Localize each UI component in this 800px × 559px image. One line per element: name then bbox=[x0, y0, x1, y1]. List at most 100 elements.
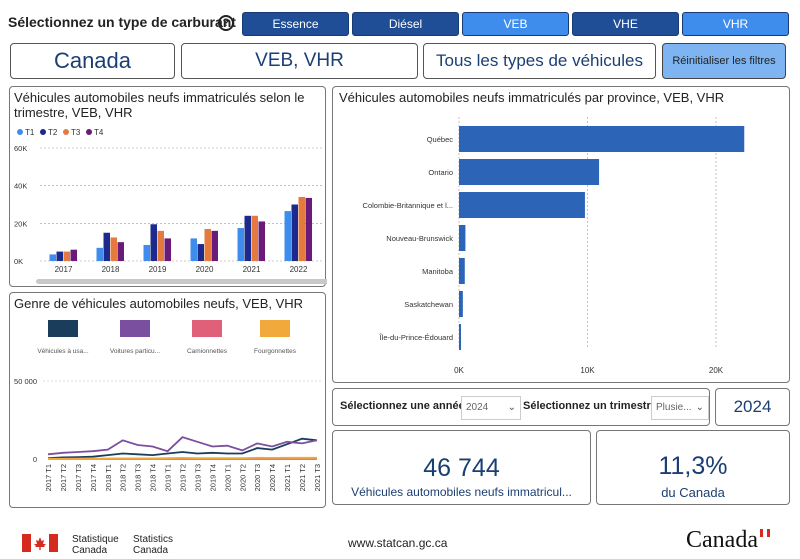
bar-t3-2021 bbox=[251, 215, 258, 261]
x-tick-label: 2017 T2 bbox=[59, 464, 68, 491]
reset-filters-button[interactable]: Réinitialiser les filtres bbox=[662, 43, 786, 79]
province-label: Québec bbox=[427, 135, 454, 144]
bar-t4-2017 bbox=[70, 249, 77, 261]
legend-marker-t1 bbox=[17, 129, 23, 135]
x-tick-label: 2017 T3 bbox=[74, 464, 83, 491]
legend-marker-t2 bbox=[40, 129, 46, 135]
bar-t1-2021 bbox=[237, 228, 244, 261]
x-tick-label: 2019 bbox=[149, 265, 167, 274]
quarter-chart-title-line1: Véhicules automobiles neufs immatriculés… bbox=[14, 90, 305, 105]
statcan-en-name: Statistics Canada bbox=[133, 534, 173, 556]
province-bar-5 bbox=[459, 291, 463, 317]
kpi-share-value: 11,3% bbox=[658, 452, 728, 480]
fuel-button-vhr[interactable]: VHR bbox=[682, 12, 789, 36]
x-tick-label: 2017 T1 bbox=[44, 464, 53, 491]
fuel-button-vhe[interactable]: VHE bbox=[572, 12, 679, 36]
statcan-en-line1: Statistics bbox=[133, 534, 174, 545]
series-line-3 bbox=[48, 456, 317, 460]
year-dropdown[interactable]: 2024 ⌄ bbox=[461, 396, 521, 420]
series-line-1 bbox=[47, 436, 318, 456]
bar-t4-2021 bbox=[258, 221, 265, 261]
province-bar-1 bbox=[459, 159, 600, 185]
genre-chart-title: Genre de véhicules automobiles neufs, VE… bbox=[14, 296, 304, 311]
province-chart-panel: Véhicules automobiles neufs immatriculés… bbox=[332, 86, 790, 383]
legend-swatch-2 bbox=[192, 320, 222, 337]
series-line-0 bbox=[47, 437, 318, 460]
bar-t2-2019 bbox=[150, 224, 157, 261]
year-dropdown-value: 2024 bbox=[466, 402, 489, 413]
x-tick-label: 2018 T4 bbox=[149, 464, 158, 491]
bar-t3-2019 bbox=[157, 230, 164, 261]
province-label: Colombie-Britannique et l... bbox=[363, 201, 453, 210]
period-selector-panel: Sélectionnez une année 2024 ⌄ Sélectionn… bbox=[332, 388, 710, 426]
x-tick-label: 10K bbox=[580, 366, 595, 375]
y-tick-label: 50 000 bbox=[14, 377, 37, 386]
statcan-fr-name: Statistique Canada bbox=[72, 534, 119, 556]
x-tick-label: 2019 T3 bbox=[193, 464, 202, 491]
vehicle-type-filter[interactable]: Tous les types de véhicules bbox=[423, 43, 656, 79]
bar-t3-2017 bbox=[63, 251, 70, 261]
x-tick-label: 2021 T3 bbox=[313, 464, 322, 491]
quarter-selector-label: Sélectionnez un trimestre bbox=[523, 400, 657, 412]
statcan-fr-line2: Canada bbox=[72, 545, 108, 556]
x-tick-label: 2018 T3 bbox=[134, 464, 143, 491]
bar-t4-2020 bbox=[211, 230, 218, 261]
kpi-share-card: 11,3% du Canada bbox=[596, 430, 790, 505]
bar-t1-2018 bbox=[96, 247, 103, 261]
province-bar-chart: 0K 10K 20K Québec Ontario Colombie-Britanniqu… bbox=[363, 117, 745, 375]
statcan-fr-line1: Statistique bbox=[72, 534, 119, 545]
bar-t1-2022 bbox=[284, 211, 291, 261]
legend-label: Véhicules à usa... bbox=[37, 348, 89, 355]
canada-wordmark-text: Canada bbox=[686, 527, 758, 553]
province-bar-3 bbox=[459, 225, 466, 251]
province-label: Ontario bbox=[428, 168, 453, 177]
province-bar-6 bbox=[459, 324, 461, 350]
bar-t2-2017 bbox=[56, 251, 63, 261]
legend-label-t4: T4 bbox=[94, 128, 104, 137]
quarter-dropdown[interactable]: Plusie... ⌄ bbox=[651, 396, 709, 420]
wordmark-flag-icon bbox=[760, 529, 770, 537]
year-display: 2024 bbox=[715, 388, 790, 426]
bar-t2-2022 bbox=[291, 204, 298, 261]
legend-label: Camionnettes bbox=[187, 348, 228, 355]
bar-t3-2020 bbox=[204, 228, 211, 261]
chevron-down-icon: ⌄ bbox=[507, 402, 516, 413]
kpi-share-label: du Canada bbox=[661, 485, 725, 500]
fuel-button-veb[interactable]: VEB bbox=[462, 12, 569, 36]
legend-label: Voitures particu... bbox=[110, 348, 160, 355]
bar-t4-2019 bbox=[164, 238, 171, 261]
fuel-button-essence[interactable]: Essence bbox=[242, 12, 349, 36]
fuel-selector-title: Sélectionnez un type de carburant bbox=[8, 14, 236, 30]
legend-label: Fourgonnettes bbox=[254, 348, 297, 355]
y-tick-label: 40K bbox=[14, 182, 27, 191]
province-bar-0 bbox=[459, 126, 745, 152]
chevron-down-icon: ⌄ bbox=[695, 402, 704, 413]
region-filter[interactable]: Canada bbox=[10, 43, 175, 79]
bar-t3-2022 bbox=[298, 196, 305, 261]
x-tick-label: 20K bbox=[709, 366, 724, 375]
fuel-button-diesel[interactable]: Diésel bbox=[352, 12, 459, 36]
bar-t1-2017 bbox=[49, 254, 56, 261]
y-tick-label: 20K bbox=[14, 219, 27, 228]
legend-swatch-3 bbox=[260, 320, 290, 337]
province-label: Manitoba bbox=[422, 267, 454, 276]
province-label: Nouveau-Brunswick bbox=[386, 234, 453, 243]
statcan-url-link[interactable]: www.statcan.gc.ca bbox=[348, 536, 448, 550]
x-tick-label: 2021 T1 bbox=[283, 464, 292, 491]
legend-label-t2: T2 bbox=[48, 128, 58, 137]
help-icon[interactable]: ? bbox=[218, 15, 234, 31]
x-tick-label: 2020 T1 bbox=[223, 464, 232, 491]
horizontal-scrollbar bbox=[36, 279, 327, 284]
legend-label-t3: T3 bbox=[71, 128, 81, 137]
y-tick-label: 0 bbox=[33, 455, 37, 464]
genre-line-chart: Véhicules à usa... Voitures particu... Cam… bbox=[14, 320, 322, 491]
x-tick-label: 2020 T4 bbox=[268, 464, 277, 491]
genre-chart-panel: Genre de véhicules automobiles neufs, VE… bbox=[9, 292, 326, 508]
x-tick-label: 2020 bbox=[196, 265, 214, 274]
fuel-filter-display[interactable]: VEB, VHR bbox=[181, 43, 418, 79]
x-tick-label: 2019 T1 bbox=[164, 464, 173, 491]
quarter-chart-title: Véhicules automobiles neufs immatriculés… bbox=[14, 90, 322, 120]
bar-t4-2022 bbox=[305, 197, 312, 261]
province-bar-2 bbox=[459, 192, 585, 218]
x-tick-label: 2020 T3 bbox=[253, 464, 262, 491]
